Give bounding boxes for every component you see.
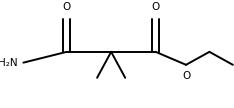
Text: H₂N: H₂N [0, 58, 18, 68]
Text: O: O [182, 71, 190, 81]
Text: O: O [62, 2, 71, 12]
Text: O: O [151, 2, 160, 12]
